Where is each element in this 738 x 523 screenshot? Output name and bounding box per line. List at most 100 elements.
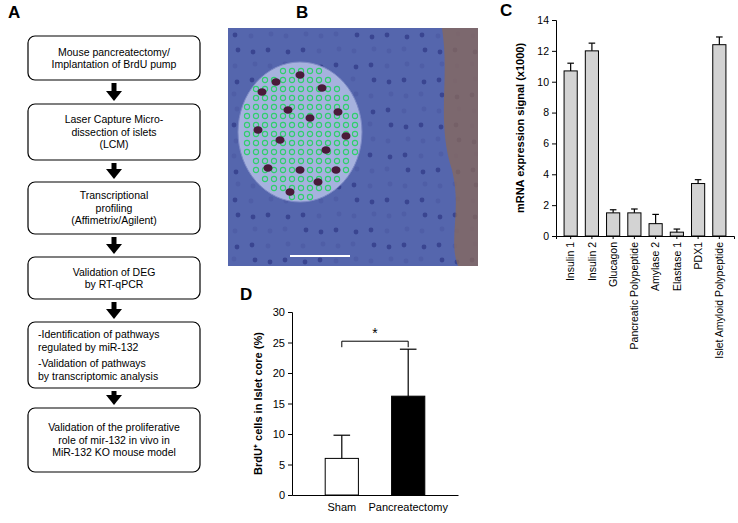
islet-cell-marker xyxy=(253,167,258,172)
tissue-nucleus xyxy=(368,122,373,127)
error-bar-cap xyxy=(631,208,638,209)
bar xyxy=(713,45,726,236)
brdu-nucleus xyxy=(318,84,327,92)
tissue-nucleus xyxy=(334,197,339,202)
islet-cell-marker xyxy=(307,149,312,154)
tissue-nucleus xyxy=(319,34,324,39)
tissue-nucleus xyxy=(385,33,390,38)
error-bar xyxy=(716,37,723,45)
y-tick-mark xyxy=(288,343,292,344)
brdu-nucleus xyxy=(342,132,351,140)
tissue-nucleus xyxy=(370,200,375,205)
tissue-nucleus xyxy=(436,168,441,173)
islet-cell-marker xyxy=(298,113,303,118)
islet-cell-marker xyxy=(280,158,285,163)
tissue-nucleus xyxy=(286,215,291,220)
tissue-nucleus xyxy=(370,169,375,174)
tissue-nucleus xyxy=(423,213,428,218)
islet-cell-marker xyxy=(262,113,267,118)
islet-cell-marker xyxy=(307,140,312,145)
tissue-nucleus xyxy=(386,139,391,144)
x-tick: Sham xyxy=(327,495,356,513)
islet-cell-marker xyxy=(262,104,267,109)
islet-cell-marker xyxy=(289,131,294,136)
islet-cell-marker xyxy=(253,104,258,109)
flow-arrowhead xyxy=(106,244,122,254)
tissue-nucleus xyxy=(233,198,238,203)
y-axis-title: mRNA expression signal (x1000) xyxy=(514,43,526,213)
brdu-nucleus xyxy=(264,164,273,172)
tissue-nucleus xyxy=(402,47,407,52)
x-tick-mark xyxy=(634,236,635,239)
islet-cell-marker xyxy=(316,113,321,118)
tissue-nucleus xyxy=(236,48,241,53)
tissue-nucleus xyxy=(385,229,390,234)
tissue-nucleus xyxy=(268,260,273,265)
flow-arrowhead xyxy=(106,395,122,405)
tissue-nucleus xyxy=(438,184,443,189)
y-tick: 10 xyxy=(537,76,556,88)
tissue-nucleus xyxy=(387,80,392,85)
tissue-nucleus xyxy=(404,94,409,99)
error-bar-cap xyxy=(652,214,659,215)
islet-cell-marker xyxy=(325,158,330,163)
islet-cell-marker xyxy=(307,185,312,190)
tissue-nucleus xyxy=(303,260,308,265)
islet-cell-marker xyxy=(325,140,330,145)
islet-cell-marker xyxy=(289,95,294,100)
islet-cell-marker xyxy=(316,149,321,154)
y-tick-label: 15 xyxy=(273,398,285,410)
tissue-nucleus xyxy=(369,63,374,68)
tissue-nucleus xyxy=(233,229,238,234)
x-tick: Pancreatic Polypeptide xyxy=(628,236,640,349)
bar xyxy=(392,396,425,495)
islet-cell-marker xyxy=(271,131,276,136)
tissue-nucleus xyxy=(301,48,306,53)
tissue-nucleus xyxy=(250,78,255,83)
islet-cell-marker xyxy=(307,86,312,91)
x-tick-label: Insulin 2 xyxy=(586,242,598,281)
islet-cell-marker xyxy=(343,149,348,154)
tissue-nucleus xyxy=(422,80,427,85)
brdu-nucleus xyxy=(284,106,293,114)
y-tick-label: 20 xyxy=(273,367,285,379)
tissue-nucleus xyxy=(235,80,240,85)
islet-cell-marker xyxy=(289,140,294,145)
tissue-nucleus xyxy=(286,242,291,247)
tissue-nucleus xyxy=(354,65,359,70)
tissue-nucleus xyxy=(251,50,256,55)
error-bar-cap xyxy=(716,36,723,37)
flow-text: Validation of DEG xyxy=(73,266,156,278)
islet-cell-marker xyxy=(316,77,321,82)
y-tick-mark xyxy=(552,51,556,52)
tissue-nucleus xyxy=(405,35,410,40)
tissue-nucleus xyxy=(420,229,425,234)
tissue-nucleus xyxy=(283,227,288,232)
tissue-nucleus xyxy=(337,212,342,217)
tissue-nucleus xyxy=(420,198,425,203)
error-bar xyxy=(589,43,596,51)
islet-cell-marker xyxy=(307,158,312,163)
y-tick-label: 0 xyxy=(543,230,549,242)
y-tick-label: 2 xyxy=(543,199,549,211)
islet-cell-marker xyxy=(280,86,285,91)
tissue-nucleus xyxy=(266,48,271,53)
brdu-nucleus xyxy=(306,114,315,122)
x-tick-label: Amylase 2 xyxy=(649,242,661,291)
bar-chart: 051015202530ShamPancreatectomyBrdU⁺ cell… xyxy=(252,306,459,513)
islet-cell-marker xyxy=(280,122,285,127)
islet-cell-marker xyxy=(271,149,276,154)
x-axis-line xyxy=(293,495,459,496)
tissue-nucleus xyxy=(369,94,374,99)
islet-cell-marker xyxy=(298,104,303,109)
islet-cell-marker xyxy=(325,131,330,136)
tissue-nucleus xyxy=(334,32,339,37)
islet-cell-marker xyxy=(325,104,330,109)
bar xyxy=(649,224,662,236)
y-tick: 14 xyxy=(537,14,556,26)
islet-cell-marker xyxy=(334,131,339,136)
tissue-nucleus xyxy=(233,64,238,69)
islet-cell-marker xyxy=(244,113,249,118)
tissue-nucleus xyxy=(370,35,375,40)
tissue-nucleus xyxy=(423,182,428,187)
